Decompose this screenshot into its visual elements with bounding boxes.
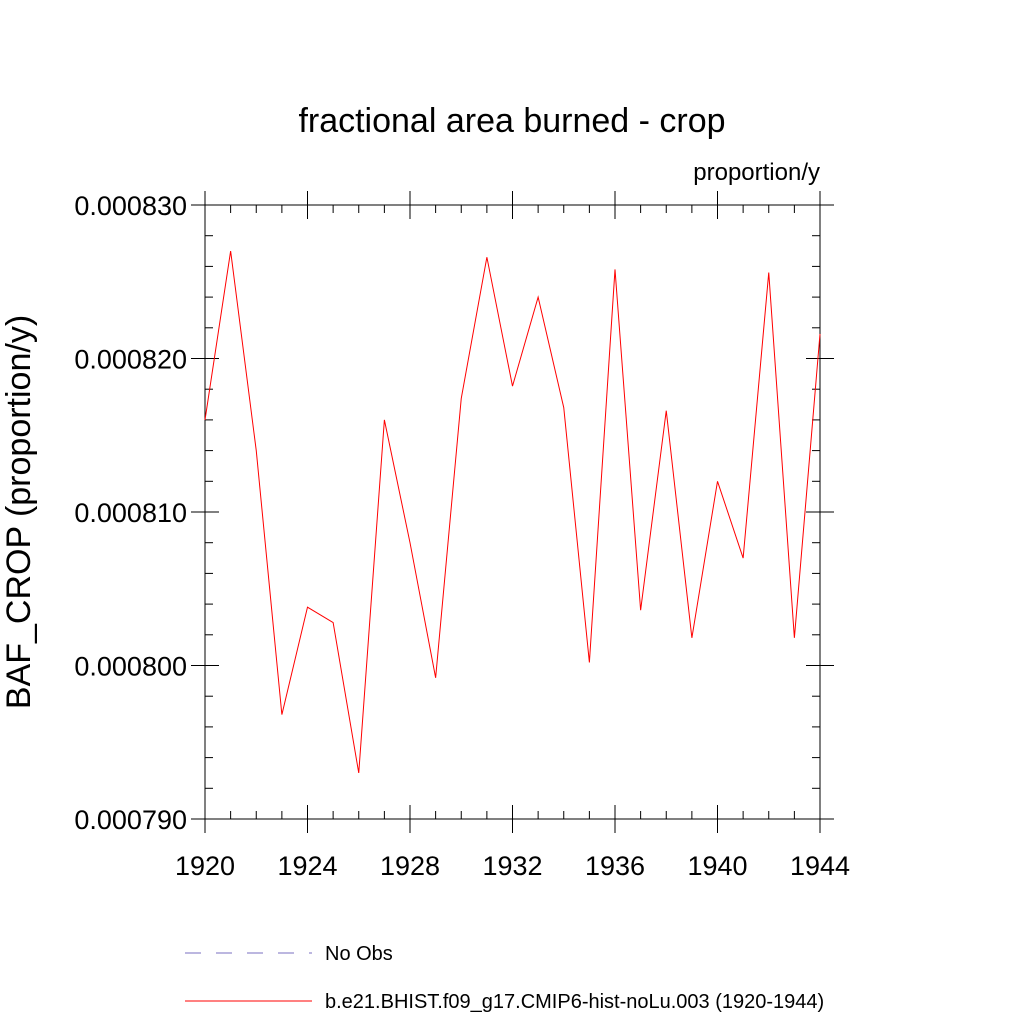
x-tick-label: 1924 (277, 851, 337, 881)
y-tick-labels: 0.000790 0.000800 0.000810 0.000820 0.000830 (74, 191, 187, 835)
y-tick-label: 0.000810 (74, 498, 187, 528)
y-tick-label: 0.000800 (74, 652, 187, 682)
series-lines (204, 250, 821, 774)
x-tick-label: 1944 (790, 851, 850, 881)
y-axis-label: BAF_CROP (proportion/y) (0, 315, 38, 709)
legend-label-no-obs: No Obs (325, 943, 393, 965)
x-tick-labels: 1920 1924 1928 1932 1936 1940 1944 (175, 851, 850, 881)
x-tick-label: 1936 (585, 851, 645, 881)
series-line-0 (204, 250, 821, 774)
y-tick-label: 0.000830 (74, 191, 187, 221)
x-tick-label: 1920 (175, 851, 235, 881)
y-tick-label: 0.000820 (74, 345, 187, 375)
legend: No Obs b.e21.BHIST.f09_g17.CMIP6-hist-no… (185, 943, 824, 1013)
x-tick-label: 1932 (482, 851, 542, 881)
major-ticks (191, 191, 834, 833)
chart-title: fractional area burned - crop (298, 102, 725, 140)
x-tick-label: 1928 (380, 851, 440, 881)
x-tick-label: 1940 (687, 851, 747, 881)
legend-label-simulation: b.e21.BHIST.f09_g17.CMIP6-hist-noLu.003 … (325, 991, 824, 1013)
units-label: proportion/y (693, 159, 820, 186)
y-tick-label: 0.000790 (74, 805, 187, 835)
